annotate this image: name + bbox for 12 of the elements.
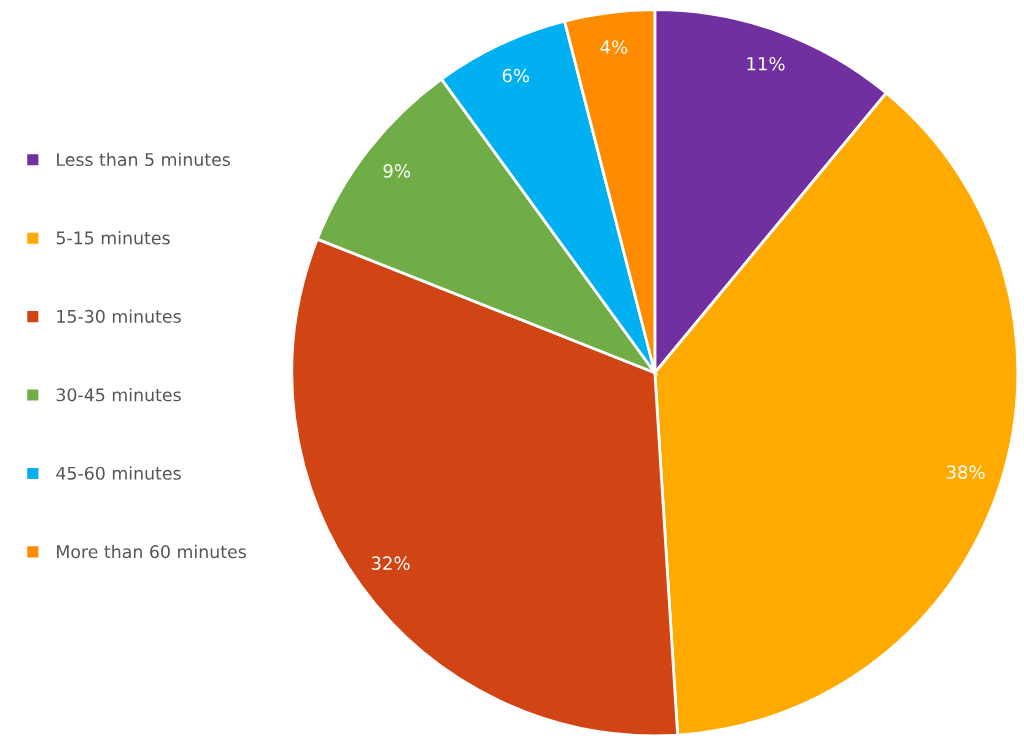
legend-label: More than 60 minutes <box>57 544 246 559</box>
data-label: 9% <box>383 164 411 178</box>
legend-label: 45-60 minutes <box>56 466 181 480</box>
data-label: 4% <box>600 40 628 54</box>
legend-label: Less than 5 minutes <box>57 152 230 167</box>
data-label: 32% <box>371 556 410 571</box>
legend-label: 30-45 minutes <box>56 387 181 402</box>
data-label: 6% <box>502 68 530 83</box>
data-label: 38% <box>946 465 985 479</box>
data-label: 11% <box>747 56 785 71</box>
legend-label: 5-15 minutes <box>56 231 170 245</box>
legend-label: 15-30 minutes <box>57 309 181 323</box>
